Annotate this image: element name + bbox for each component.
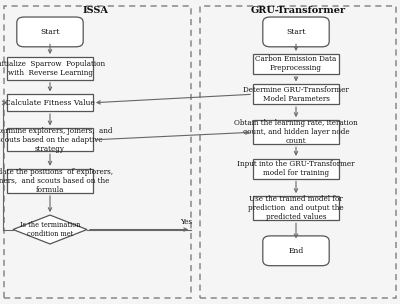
Text: Initialize  Sparrow  Population
with  Reverse Learning: Initialize Sparrow Population with Rever… (0, 60, 106, 77)
Text: Carbon Emission Data
Preprocessing: Carbon Emission Data Preprocessing (255, 55, 337, 72)
FancyBboxPatch shape (17, 17, 83, 47)
Polygon shape (13, 215, 87, 244)
Bar (200, 6, 396, 298)
Bar (253, 54, 339, 74)
Text: Determine explorers, joiners,  and
scouts based on the adaptive
strategy: Determine explorers, joiners, and scouts… (0, 127, 112, 153)
Text: Start: Start (286, 28, 306, 36)
Text: ISSA: ISSA (83, 6, 109, 15)
FancyBboxPatch shape (263, 17, 329, 47)
Text: Obtain the learning rate, iteration
count, and hidden layer node
count: Obtain the learning rate, iteration coun… (234, 119, 358, 145)
Bar (7, 128, 93, 151)
FancyBboxPatch shape (263, 236, 329, 266)
Text: Start: Start (40, 28, 60, 36)
Bar (253, 85, 339, 104)
Text: Update the positions  of explorers,
joiners,  and scouts based on the
formula: Update the positions of explorers, joine… (0, 168, 113, 194)
Text: Calculate Fitness Value: Calculate Fitness Value (5, 99, 95, 107)
Text: Yes: Yes (180, 218, 192, 226)
Text: Use the trained model for
prediction  and output the
predicted values: Use the trained model for prediction and… (248, 195, 344, 221)
Bar (4, 6, 191, 298)
Text: Input into the GRU-Transformer
model for training: Input into the GRU-Transformer model for… (237, 160, 355, 177)
Bar (7, 169, 93, 193)
Text: Determine GRU-Transformer
Model Parameters: Determine GRU-Transformer Model Paramete… (243, 86, 349, 103)
Text: GRU-Transformer: GRU-Transformer (250, 6, 346, 15)
Text: End: End (288, 247, 304, 255)
Bar (253, 120, 339, 144)
Bar (7, 94, 93, 111)
Bar (7, 57, 93, 80)
Bar (253, 159, 339, 179)
Text: Is the termination
condition met: Is the termination condition met (20, 221, 80, 238)
Bar (253, 196, 339, 220)
